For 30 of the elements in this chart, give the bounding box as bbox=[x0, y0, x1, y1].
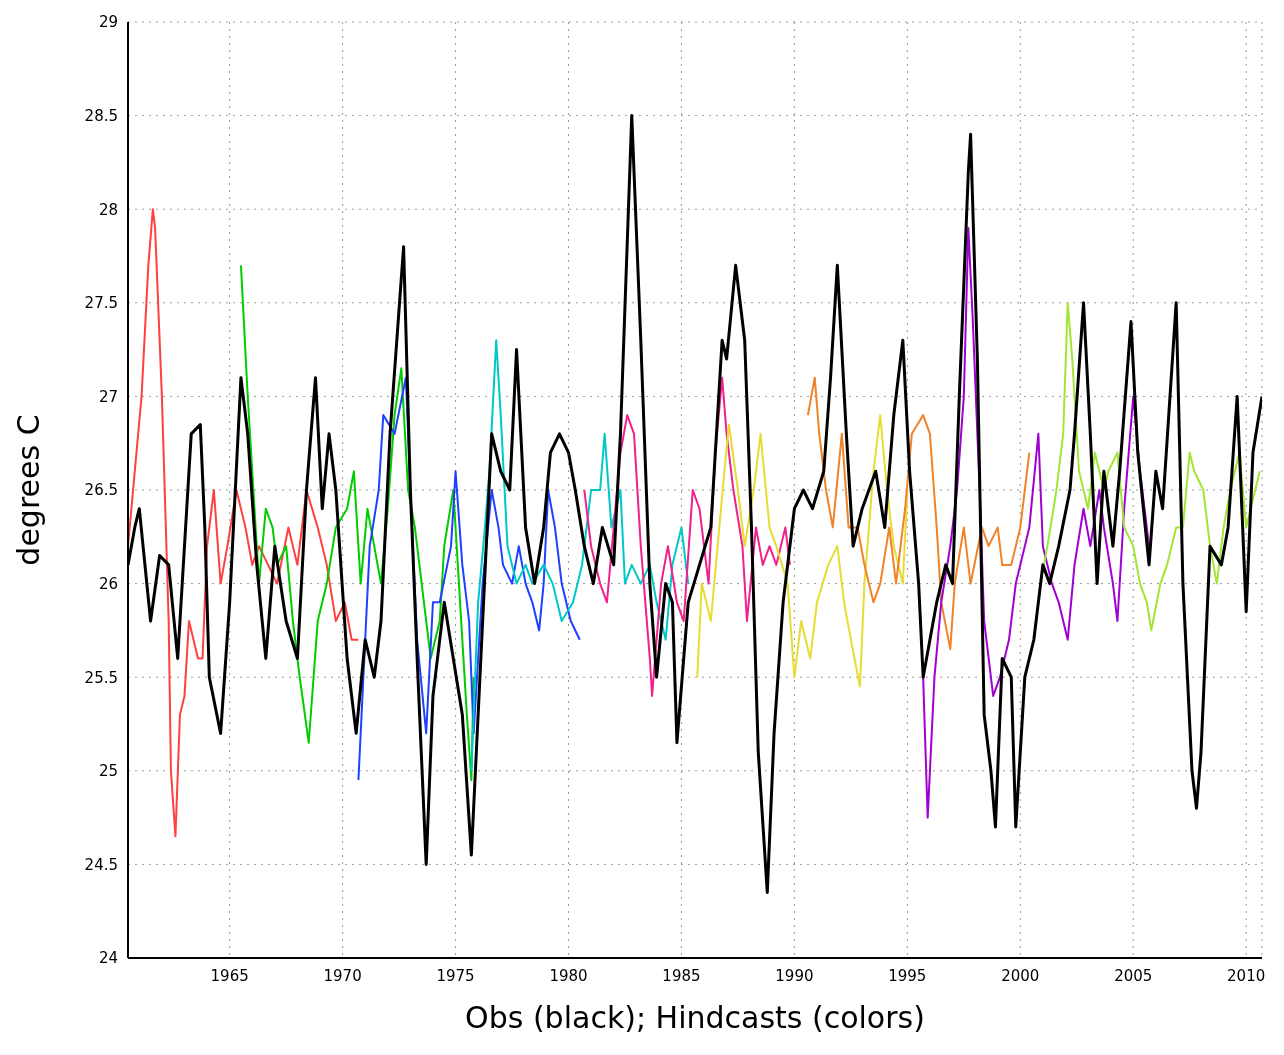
x-axis-title: Obs (black); Hindcasts (colors) bbox=[465, 1000, 925, 1035]
x-tick-label: 1970 bbox=[323, 966, 362, 985]
line-series bbox=[583, 376, 791, 697]
line-series bbox=[470, 339, 690, 772]
y-axis-title: degrees C bbox=[10, 414, 46, 566]
line-series bbox=[922, 226, 1151, 819]
x-tick-label: 2010 bbox=[1227, 966, 1266, 985]
line-series bbox=[128, 208, 360, 838]
x-tick-label: 1985 bbox=[662, 966, 701, 985]
y-tick-label: 25.5 bbox=[84, 668, 118, 687]
y-tick-label: 25 bbox=[98, 762, 118, 781]
x-tick-label: 1990 bbox=[775, 966, 814, 985]
y-tick-label: 29 bbox=[98, 13, 118, 32]
x-tick-label: 1980 bbox=[549, 966, 588, 985]
x-tick-label: 2000 bbox=[1001, 966, 1040, 985]
x-tick-label: 1995 bbox=[888, 966, 927, 985]
y-tick-label: 27.5 bbox=[84, 294, 118, 313]
y-tick-label: 28.5 bbox=[84, 106, 118, 125]
line-series bbox=[239, 264, 475, 782]
x-tick-label: 1975 bbox=[436, 966, 475, 985]
line-series bbox=[696, 414, 909, 688]
x-tick-label: 2005 bbox=[1114, 966, 1153, 985]
y-tick-label: 28 bbox=[98, 200, 118, 219]
y-tick-label: 27 bbox=[98, 387, 118, 406]
y-tick-label: 26 bbox=[98, 574, 118, 593]
line-series bbox=[806, 376, 1031, 651]
y-tick-label: 26.5 bbox=[84, 481, 118, 500]
y-tick-label: 24 bbox=[98, 949, 118, 968]
y-tick-label: 24.5 bbox=[84, 855, 118, 874]
x-tick-label: 1965 bbox=[210, 966, 249, 985]
